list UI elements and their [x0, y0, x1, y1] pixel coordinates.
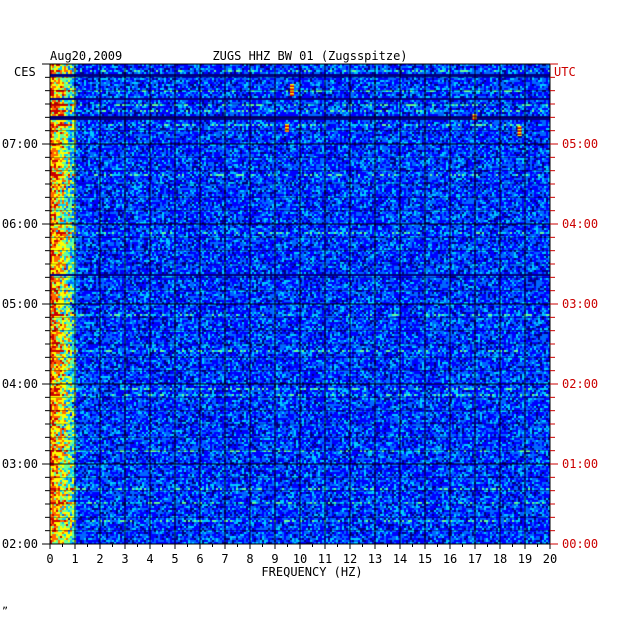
- x-tick-label: 7: [221, 552, 228, 566]
- left-time-label: 07:00: [2, 137, 38, 151]
- x-tick-label: 6: [196, 552, 203, 566]
- right-time-label: 02:00: [562, 377, 598, 391]
- chart-title: ZUGS HHZ BW 01 (Zugsspitze): [212, 49, 407, 63]
- left-time-label: 04:00: [2, 377, 38, 391]
- right-time-label: 01:00: [562, 457, 598, 471]
- right-time-label: 03:00: [562, 297, 598, 311]
- left-time-axis: 02:00 03:00 04:00 05:00 06:00 07:00: [2, 63, 50, 551]
- x-tick-label: 5: [171, 552, 178, 566]
- x-tick-label: 14: [393, 552, 407, 566]
- x-tick-label: 13: [368, 552, 382, 566]
- corner-mark: ˮ: [2, 605, 8, 617]
- x-tick-label: 3: [121, 552, 128, 566]
- right-time-label: 04:00: [562, 217, 598, 231]
- grid-lines: [49, 63, 551, 545]
- x-tick-label: 8: [246, 552, 253, 566]
- x-tick-label: 11: [318, 552, 332, 566]
- x-tick-label: 4: [146, 552, 153, 566]
- x-axis-label: FREQUENCY (HZ): [261, 565, 362, 579]
- right-time-label: 00:00: [562, 537, 598, 551]
- x-tick-label: 12: [343, 552, 357, 566]
- left-time-label: 06:00: [2, 217, 38, 231]
- left-time-label: 02:00: [2, 537, 38, 551]
- x-tick-label: 17: [468, 552, 482, 566]
- right-time-axis: 00:00 01:00 02:00 03:00 04:00 05:00: [550, 63, 598, 551]
- right-axis-title: UTC: [554, 65, 576, 79]
- frequency-axis: 0 1 2 3 4 5 6 7 8 9 10 11 12 13 14 15 16 17 18 19 20: [46, 544, 557, 566]
- left-axis-title: CES: [14, 65, 36, 79]
- x-tick-label: 16: [443, 552, 457, 566]
- left-time-label: 05:00: [2, 297, 38, 311]
- x-tick-label: 19: [518, 552, 532, 566]
- x-tick-label: 18: [493, 552, 507, 566]
- x-tick-label: 0: [46, 552, 53, 566]
- x-tick-label: 10: [293, 552, 307, 566]
- x-tick-label: 20: [543, 552, 557, 566]
- x-tick-label: 1: [71, 552, 78, 566]
- chart-date: Aug20,2009: [50, 49, 122, 63]
- x-tick-label: 9: [271, 552, 278, 566]
- left-time-label: 03:00: [2, 457, 38, 471]
- x-tick-label: 2: [96, 552, 103, 566]
- right-time-label: 05:00: [562, 137, 598, 151]
- x-tick-label: 15: [418, 552, 432, 566]
